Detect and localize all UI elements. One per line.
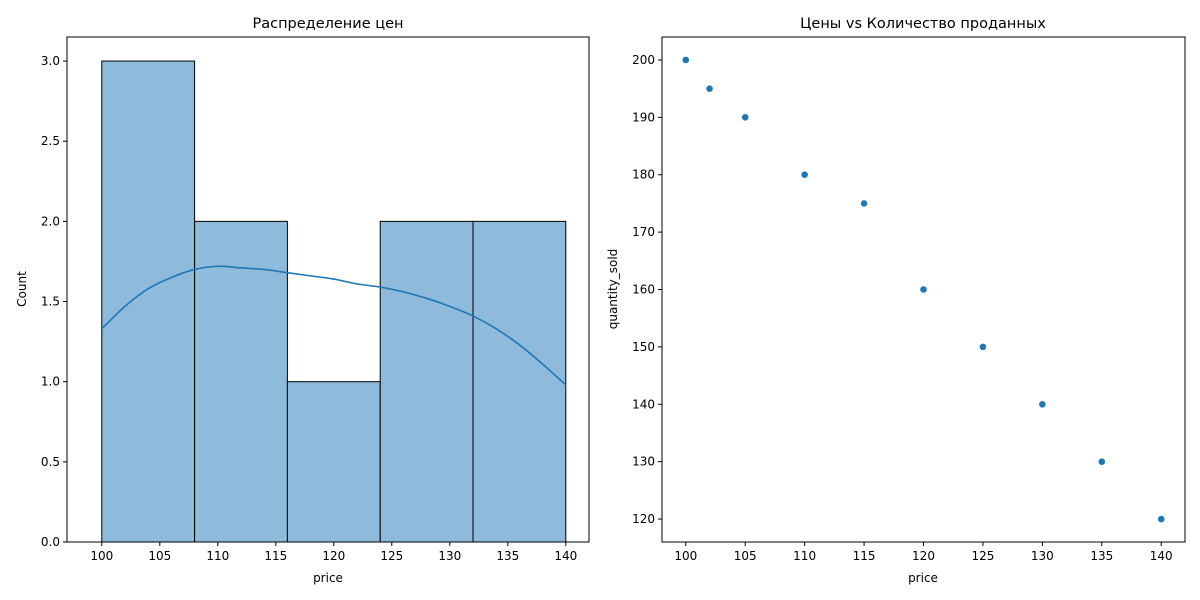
histogram-chart: Распределение цен 100 105 110 115 120 125 130 1… (15, 16, 590, 585)
x-tick-label: 130 (1031, 549, 1054, 563)
x-tick-label: 130 (438, 549, 461, 563)
histogram-x-axis-label: price (313, 571, 343, 585)
histogram-axes-frame (66, 36, 590, 543)
y-tick-label: 140 (632, 397, 655, 411)
scatter-point (800, 170, 809, 179)
scatter-points (681, 56, 1166, 523)
y-tick-label: 0.0 (41, 535, 60, 549)
histogram-bar (101, 60, 196, 543)
y-tick-label: 170 (632, 225, 655, 239)
y-tick-label: 150 (632, 340, 655, 354)
x-tick-label: 140 (1150, 549, 1173, 563)
scatter-point (741, 113, 750, 122)
histogram-bar (286, 381, 381, 543)
histogram-bar (194, 220, 288, 543)
histogram-title: Распределение цен (252, 16, 403, 32)
y-tick-label: 120 (632, 512, 655, 526)
x-tick-label: 110 (793, 549, 816, 563)
x-tick-label: 125 (380, 549, 403, 563)
y-tick-label: 180 (632, 168, 655, 182)
histogram-bars (101, 60, 567, 543)
x-tick-label: 100 (90, 549, 113, 563)
x-tick-label: 120 (912, 549, 935, 563)
y-tick-label: 160 (632, 283, 655, 297)
scatter-point (1097, 457, 1106, 466)
scatter-point (681, 56, 690, 64)
scatter-point (860, 199, 868, 208)
x-tick-label: 105 (734, 549, 757, 563)
y-tick-label: 0.5 (41, 455, 60, 469)
scatter-point (1038, 400, 1047, 409)
scatter-point (705, 84, 714, 93)
y-tick-label: 190 (632, 110, 655, 124)
x-tick-label: 110 (206, 549, 229, 563)
scatter-point (919, 285, 928, 294)
y-tick-label: 1.5 (41, 295, 60, 309)
scatter-point (1157, 515, 1166, 523)
y-tick-label: 130 (632, 455, 655, 469)
x-tick-label: 105 (148, 549, 171, 563)
x-tick-label: 125 (971, 549, 994, 563)
x-tick-label: 115 (264, 549, 287, 563)
histogram-x-ticks: 100 105 110 115 120 125 130 135 140 (90, 542, 577, 563)
scatter-y-axis-label: quantity_sold (606, 249, 620, 330)
x-tick-label: 140 (554, 549, 577, 563)
scatter-point (979, 342, 987, 351)
scatter-title: Цены vs Количество проданных (800, 16, 1046, 32)
scatter-y-ticks: 120 130 140 150 160 170 180 190 200 (632, 53, 662, 526)
x-tick-label: 135 (1090, 549, 1113, 563)
histogram-bar (472, 220, 567, 543)
scatter-x-ticks: 100 105 110 115 120 125 130 135 140 (674, 542, 1173, 563)
kde-line (101, 265, 567, 386)
histogram-y-axis-label: Count (15, 271, 29, 307)
histogram-bar (379, 220, 474, 543)
y-tick-label: 200 (632, 53, 655, 67)
x-tick-label: 120 (322, 549, 345, 563)
scatter-chart: Цены vs Количество проданных 100 105 110 11… (606, 16, 1186, 585)
x-tick-label: 135 (496, 549, 519, 563)
y-tick-label: 1.0 (41, 375, 60, 389)
scatter-x-axis-label: price (908, 571, 938, 585)
y-tick-label: 3.0 (41, 54, 60, 68)
y-tick-label: 2.5 (41, 134, 60, 148)
histogram-y-ticks: 0.0 0.5 1.0 1.5 2.0 2.5 3.0 (41, 54, 67, 549)
x-tick-label: 100 (674, 549, 697, 563)
y-tick-label: 2.0 (41, 214, 60, 228)
x-tick-label: 115 (853, 549, 876, 563)
